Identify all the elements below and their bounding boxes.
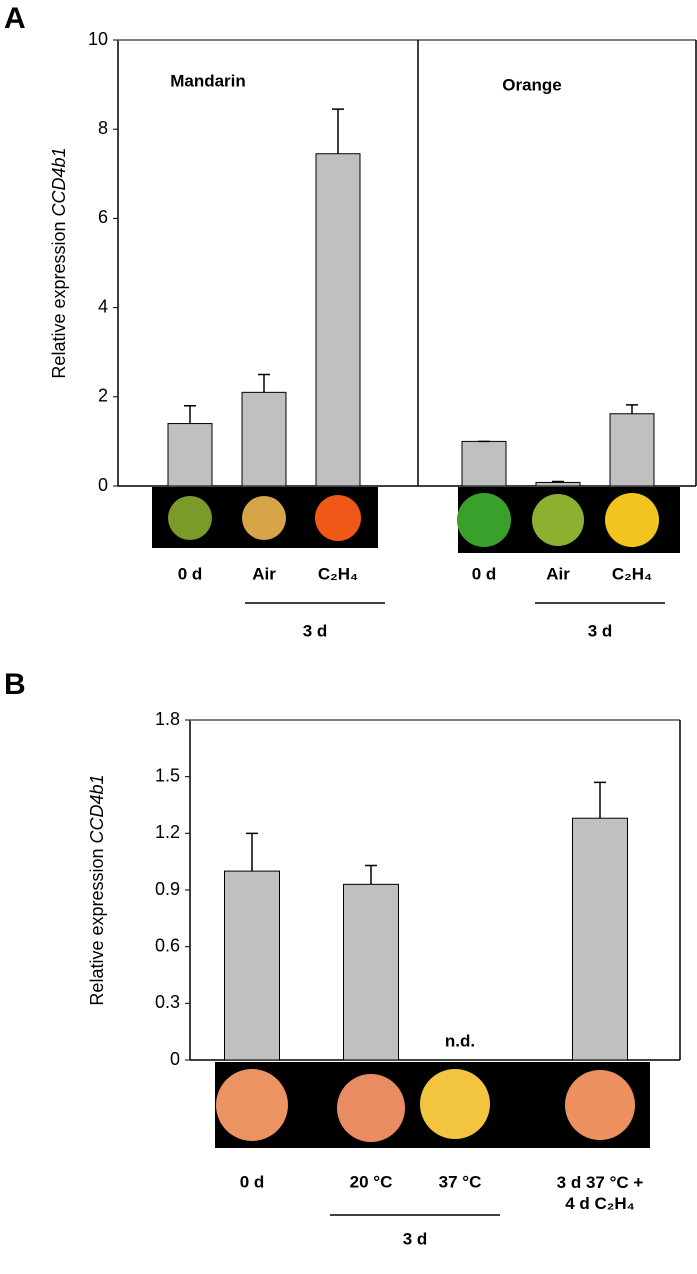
x-tick-label: 37 °C <box>439 1172 482 1191</box>
x-tick-label: C₂H₄ <box>318 564 358 583</box>
error-bar <box>552 480 564 483</box>
x-tick-label: C₂H₄ <box>612 564 652 583</box>
bar <box>343 883 399 1061</box>
y-tick-label: 10 <box>88 29 108 49</box>
bar <box>241 391 287 487</box>
bar <box>461 440 507 487</box>
y-axis-label-gene: CCD4b1 <box>49 147 69 216</box>
error-bar <box>365 864 377 885</box>
period-label: 3 d <box>403 1229 428 1248</box>
error-bar <box>184 404 196 424</box>
y-tick-label: 1.5 <box>155 765 180 785</box>
y-tick-label: 0 <box>170 1049 180 1069</box>
bar <box>167 423 213 487</box>
error-bar <box>332 108 344 154</box>
bar <box>609 413 655 487</box>
period-label: 3 d <box>303 621 328 640</box>
bar <box>315 153 361 487</box>
bar <box>224 870 280 1061</box>
panel-label: B <box>4 668 26 701</box>
y-tick-label: 1.2 <box>155 822 180 842</box>
fruit-photo <box>152 487 680 1148</box>
y-tick-label: 0.9 <box>155 879 180 899</box>
y-tick-label: 8 <box>98 118 108 138</box>
y-tick-label: 0.3 <box>155 992 180 1012</box>
x-tick-label: 0 d <box>240 1172 265 1191</box>
y-axis-label: Relative expression CCD4b1 <box>49 147 69 378</box>
x-tick-label: Air <box>252 564 276 583</box>
error-bar <box>246 832 258 872</box>
group-name: Mandarin <box>170 71 246 90</box>
y-tick-label: 6 <box>98 207 108 227</box>
group-name: Orange <box>502 75 562 94</box>
x-tick-label: Air <box>546 564 570 583</box>
error-bar <box>594 781 606 819</box>
y-tick-label: 0.6 <box>155 935 180 955</box>
y-axis-label-text: Relative expression <box>87 848 107 1005</box>
x-tick-label: 0 d <box>178 564 203 583</box>
y-tick-label: 0 <box>98 475 108 495</box>
x-tick-label: 20 °C <box>350 1172 393 1191</box>
panel-label: A <box>4 2 26 35</box>
y-tick-label: 1.8 <box>155 709 180 729</box>
period-label: 3 d <box>588 621 613 640</box>
x-tick-label: 0 d <box>472 564 497 583</box>
y-tick-label: 4 <box>98 296 108 316</box>
y-tick-label: 2 <box>98 386 108 406</box>
y-axis-label-gene: CCD4b1 <box>87 774 107 843</box>
bar <box>535 481 581 487</box>
bar <box>572 817 628 1061</box>
error-bar <box>258 373 270 393</box>
error-bar <box>626 404 638 414</box>
x-tick-label: 3 d 37 °C + 4 d C₂H₄ <box>556 1173 644 1213</box>
y-axis-label-text: Relative expression <box>49 221 69 378</box>
y-axis-label: Relative expression CCD4b1 <box>87 774 107 1005</box>
value-label: n.d. <box>445 1031 475 1050</box>
